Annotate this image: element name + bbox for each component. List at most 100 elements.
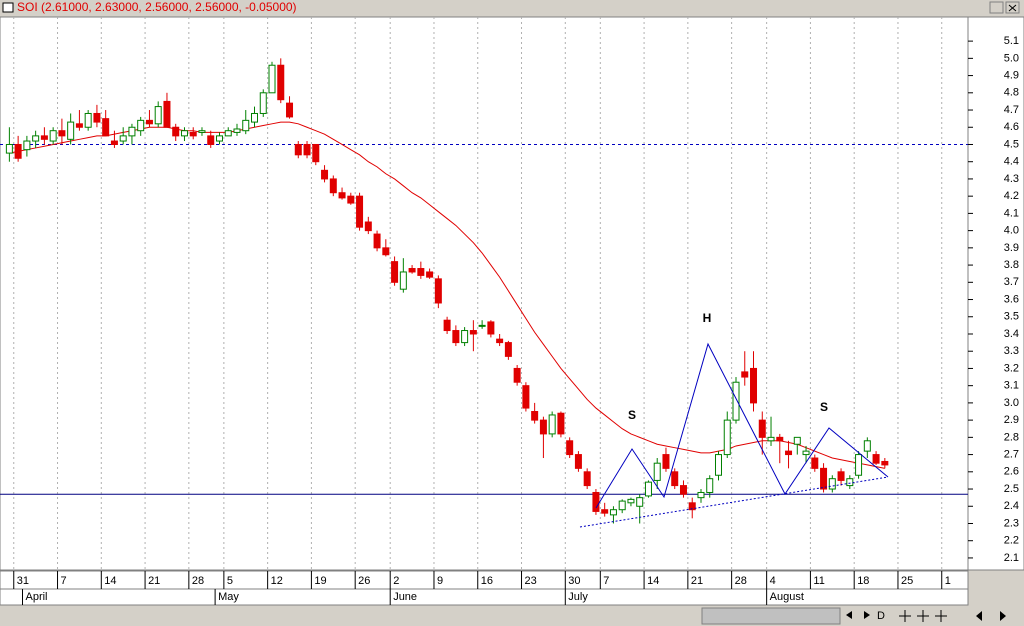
candle-body	[93, 112, 101, 123]
candle-body	[863, 440, 871, 452]
candle-body	[802, 450, 810, 456]
candle-body	[40, 135, 48, 140]
candle-body	[583, 471, 591, 487]
candle-body	[347, 195, 355, 204]
x-tick-label: 11	[813, 575, 824, 587]
x-tick-label: 14	[647, 575, 659, 587]
y-tick-label: 2.9	[1004, 414, 1019, 426]
candle-body	[539, 419, 547, 435]
candle-body	[294, 143, 302, 156]
candle-body	[224, 130, 232, 137]
y-tick-label: 3.3	[1004, 345, 1019, 357]
candle-body	[233, 128, 241, 133]
window-icon	[2, 2, 14, 13]
annotation: S	[820, 400, 828, 414]
y-tick-label: 2.8	[1004, 431, 1019, 443]
y-tick-label: 5.1	[1004, 35, 1019, 47]
scroll-thumb[interactable]	[701, 607, 841, 625]
candle-body	[601, 509, 609, 514]
candle-body	[119, 135, 127, 142]
candle-body	[75, 123, 83, 128]
period-button[interactable]: D	[877, 610, 885, 622]
month-label: May	[218, 591, 239, 603]
zoom-buttons[interactable]	[899, 610, 947, 622]
candle-body	[49, 130, 57, 142]
candle-body	[110, 140, 118, 145]
candle-body	[557, 412, 565, 435]
candle-body	[172, 126, 180, 137]
month-row	[0, 588, 969, 606]
y-tick-label: 2.3	[1004, 517, 1019, 529]
candle-body	[145, 119, 153, 125]
plot: 2.1 2.2 2.3 2.4 2.5 2.6 2.7 2.8 2.9 3.0 3.1 3.2 3.3 3…	[0, 17, 1019, 605]
y-tick-label: 3.1	[1004, 380, 1019, 392]
candle-body	[84, 112, 92, 128]
candle-body	[189, 131, 197, 137]
candle-body	[399, 271, 407, 290]
candle-body	[67, 121, 75, 140]
candle-body	[426, 271, 434, 278]
title-bar	[0, 0, 1024, 16]
nav-arrows[interactable]	[976, 611, 1006, 621]
x-tick-label: 26	[358, 575, 370, 587]
candle-body	[417, 268, 425, 276]
y-tick-label: 4.7	[1004, 104, 1019, 116]
candle-body	[653, 462, 661, 481]
month-label: June	[393, 591, 417, 603]
candle-body	[609, 509, 617, 516]
x-tick-label: 28	[735, 575, 747, 587]
candle-body	[566, 440, 574, 456]
candle-body	[548, 414, 556, 435]
y-tick-label: 4.9	[1004, 69, 1019, 81]
candle-body	[391, 261, 399, 283]
scroll-bar	[0, 606, 1024, 626]
neckline	[579, 476, 889, 528]
candle-body	[303, 143, 311, 156]
candle-body	[688, 502, 696, 511]
candle-body	[58, 130, 66, 137]
annotation: H	[703, 311, 712, 325]
candle-body	[434, 278, 442, 304]
candle-body	[102, 118, 110, 137]
candle-body	[513, 367, 521, 383]
candle-body	[679, 485, 687, 495]
x-tick-label: 31	[17, 575, 29, 587]
y-tick-label: 4.8	[1004, 87, 1019, 99]
candle-body	[137, 119, 145, 132]
candle-body	[251, 112, 259, 123]
head-shoulders-outline	[595, 342, 889, 509]
candle-body	[242, 119, 250, 132]
candle-body	[793, 436, 801, 445]
y-tick-label: 4.1	[1004, 207, 1019, 219]
y-tick-label: 2.1	[1004, 552, 1019, 564]
candle-body	[312, 143, 320, 163]
x-tick-label: 9	[437, 575, 443, 587]
candle-body	[636, 497, 644, 507]
candle-body	[23, 140, 31, 151]
candle-body	[408, 268, 416, 273]
restore-button[interactable]	[989, 1, 1004, 14]
x-tick-label: 1	[945, 575, 951, 587]
y-tick-label: 4.2	[1004, 190, 1019, 202]
y-tick-label: 4.3	[1004, 173, 1019, 185]
x-tick-label: 7	[603, 575, 609, 587]
y-tick-label: 3.4	[1004, 328, 1019, 340]
y-tick-label: 2.4	[1004, 500, 1019, 512]
scroll-arrows[interactable]	[846, 611, 870, 619]
candle-body	[881, 460, 889, 466]
annotation: S	[628, 408, 636, 422]
x-tick-label: 14	[104, 575, 116, 587]
y-tick-label: 2.7	[1004, 448, 1019, 460]
month-label: August	[770, 591, 804, 603]
candle-body	[338, 192, 346, 199]
y-tick-label: 3.7	[1004, 276, 1019, 288]
candle-body	[758, 419, 766, 438]
candle-body	[741, 371, 749, 378]
candle-body	[723, 419, 731, 456]
candle-body	[215, 135, 223, 142]
candle-body	[32, 135, 40, 142]
y-tick-label: 4.4	[1004, 156, 1019, 168]
y-axis-panel	[967, 16, 1024, 571]
y-tick-label: 2.6	[1004, 466, 1019, 478]
month-label: April	[26, 591, 48, 603]
